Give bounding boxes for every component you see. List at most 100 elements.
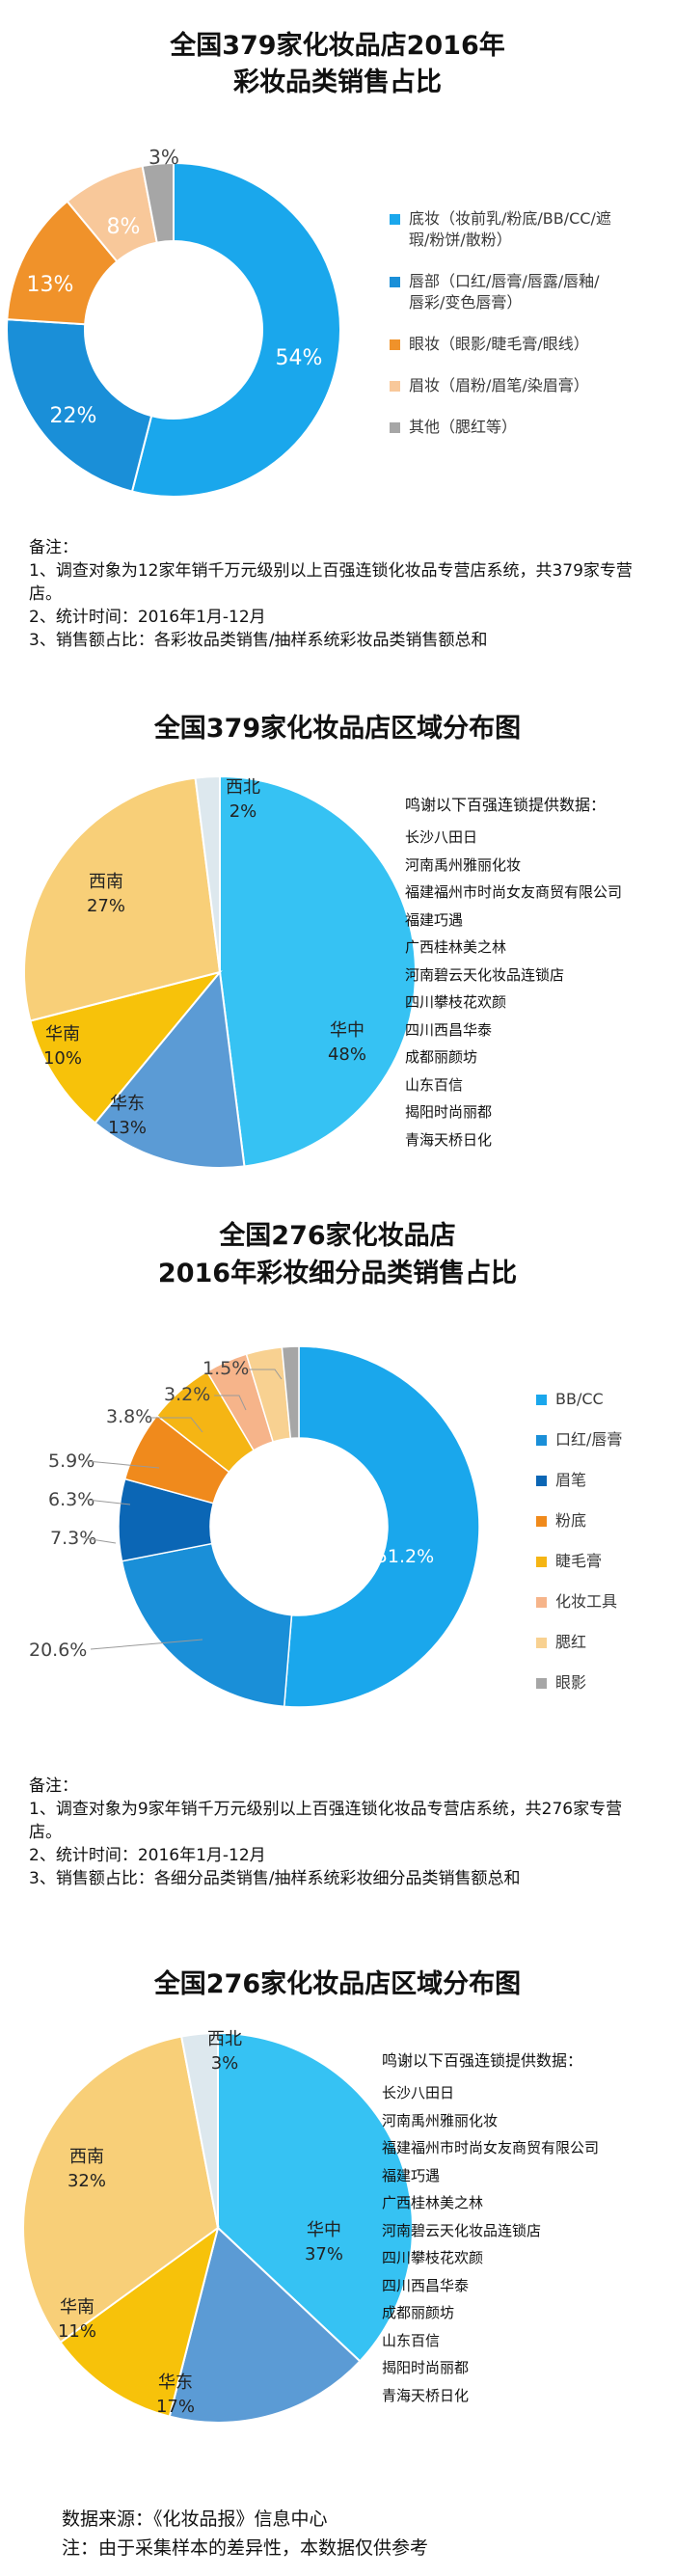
chart4-thanks-title: 鸣谢以下百强连锁提供数据： [382,2051,583,2070]
chart2-title: 全国379家化妆品店区域分布图 [153,714,522,744]
legend-item: 眉妆（眉粉/眉笔/染眉膏） [390,375,669,396]
slice-value-label: 54% [276,346,323,370]
legend-swatch [536,1476,547,1486]
chart1-note-3: 3、销售额占比：各彩妆品类销售/抽样系统彩妆品类销售额总和 [29,631,488,650]
slice-口红-唇膏 [121,1542,293,1708]
legend-item: 眉笔 [536,1470,671,1491]
thanks-item: 山东百信 [382,2331,441,2349]
legend-swatch [536,1516,547,1527]
chart3-notes: 备注： 1、调查对象为9家年销千万元级别以上百强连锁化妆品专营店系统，共276家… [29,1775,646,1890]
thanks-item: 河南禹州雅丽化妆 [382,2111,499,2129]
legend-swatch [536,1597,547,1608]
legend-item: 腮红 [536,1632,671,1653]
chart1-legend: 底妆（妆前乳/粉底/BB/CC/遮 瑕/粉饼/散粉） 唇部（口红/唇膏/唇露/唇釉/… [390,208,669,458]
legend-label-line: 化妆工具 [555,1592,618,1611]
legend-swatch [390,422,400,433]
footer-note: 注：由于采集样本的差异性，本数据仅供参考 [62,2537,429,2559]
legend-label: 眼妆（眼影/睫毛膏/眼线） [409,334,589,355]
slice-value-label: 8% [107,215,141,239]
legend-label-line: 唇彩/变色唇膏） [409,293,523,312]
slice-value-label: 20.6% [29,1640,87,1661]
legend-label: 底妆（妆前乳/粉底/BB/CC/遮 瑕/粉饼/散粉） [409,208,611,251]
legend-label-line: 睫毛膏 [555,1552,603,1570]
legend-item: 粉底 [536,1510,671,1532]
legend-label-line: 口红/唇膏 [555,1430,623,1449]
legend-label-line: 瑕/粉饼/散粉） [409,230,512,249]
legend-label: 眼影 [555,1672,586,1694]
legend-label: 眉妆（眉粉/眉笔/染眉膏） [409,375,589,396]
slice-华中 [219,774,418,1168]
slice-name-label: 西北 [226,777,260,798]
thanks-item: 成都丽颜坊 [405,1048,478,1066]
legend-label-line: 眉笔 [555,1471,587,1489]
thanks-item: 揭阳时尚丽都 [405,1103,493,1121]
leader-line [84,1537,117,1544]
slice-华南 [59,2225,220,2418]
thanks-item: 福建福州市时尚女友商贸有限公司 [382,2139,600,2156]
slice-name-label: 华东 [158,2373,193,2393]
legend-label-line: 唇部（口红/唇膏/唇露/唇釉/ [409,272,600,290]
slice-底妆 [130,161,341,498]
slice-name-label: 西北 [207,2029,242,2049]
slice-value-label: 13% [27,273,74,297]
chart1-title-line2: 彩妆品类销售占比 [233,68,442,97]
thanks-item: 河南碧云天化妆品连锁店 [405,965,565,984]
legend-item: 睫毛膏 [536,1551,671,1572]
legend-item: 其他（腮红等） [390,417,669,438]
chart1-notes: 备注： 1、调查对象为12家年销千万元级别以上百强连锁化妆品专营店系统，共379… [29,536,646,652]
slice-name-label: 华中 [307,2220,341,2240]
legend-item: 口红/唇膏 [536,1429,671,1451]
slice-眼影 [281,1345,300,1440]
chart1-note-1: 1、调查对象为12家年销千万元级别以上百强连锁化妆品专营店系统，共379家专营店… [29,561,633,604]
thanks-item: 福建巧遇 [405,910,464,929]
slice-value-label: 2% [230,801,257,822]
legend-label: 睫毛膏 [555,1551,602,1572]
slice-value-label: 13% [108,1118,147,1138]
legend-item: 唇部（口红/唇膏/唇露/唇釉/唇彩/变色唇膏） [390,271,669,313]
thanks-item: 青海天桥日化 [382,2386,470,2404]
chart3-note-2: 2、统计时间：2016年1月-12月 [29,1846,266,1865]
slice-value-label: 3.8% [106,1406,152,1427]
slice-name-label: 西南 [89,872,123,892]
slice-value-label: 7.3% [50,1528,96,1549]
thanks-item: 长沙八田日 [405,828,478,846]
legend-swatch [390,277,400,287]
slice-value-label: 10% [43,1048,82,1069]
slice-value-label: 17% [156,2397,195,2417]
thanks-item: 河南禹州雅丽化妆 [405,855,522,874]
chart3-note-1: 1、调查对象为9家年销千万元级别以上百强连锁化妆品专营店系统，共276家专营店。 [29,1800,623,1842]
slice-value-label: 22% [50,404,97,428]
slice-BB-CC [283,1345,480,1708]
chart3-note-3: 3、销售额占比：各细分品类销售/抽样系统彩妆细分品类销售额总和 [29,1869,521,1888]
slice-西南 [22,2035,220,2345]
thanks-item: 四川攀枝花欢颜 [382,2249,484,2266]
legend-swatch [536,1678,547,1689]
legend-label: 眉笔 [555,1470,586,1491]
slice-value-label: 11% [58,2321,96,2342]
legend-label: 其他（腮红等） [409,417,517,438]
legend-label: 唇部（口红/唇膏/唇露/唇釉/唇彩/变色唇膏） [409,271,600,313]
leader-line [249,1369,283,1380]
slice-value-label: 27% [87,896,125,916]
slice-value-label: 5.9% [48,1451,94,1472]
slice-西北 [194,774,221,973]
legend-swatch [390,339,400,350]
chart2-thanks-list: 鸣谢以下百强连锁提供数据： 长沙八田日 河南禹州雅丽化妆 福建福州市时尚女友商贸有限… [405,791,622,1153]
slice-华东 [168,2226,362,2424]
legend-swatch [390,214,400,225]
legend-item: 化妆工具 [536,1591,671,1613]
chart4-thanks-list: 鸣谢以下百强连锁提供数据： 长沙八田日 河南禹州雅丽化妆 福建福州市时尚女友商贸有限… [382,2047,599,2409]
slice-name-label: 华东 [110,1094,145,1114]
chart1-note-heading: 备注： [29,538,78,557]
legend-label: 粉底 [555,1510,586,1532]
leader-line [90,1639,203,1650]
legend-label: 腮红 [555,1632,586,1653]
slice-name-label: 华南 [60,2297,94,2318]
thanks-item: 揭阳时尚丽都 [382,2359,470,2376]
legend-label: 口红/唇膏 [555,1429,622,1451]
slice-value-label: 3.2% [164,1384,210,1405]
thanks-item: 四川西昌华泰 [405,1020,493,1039]
